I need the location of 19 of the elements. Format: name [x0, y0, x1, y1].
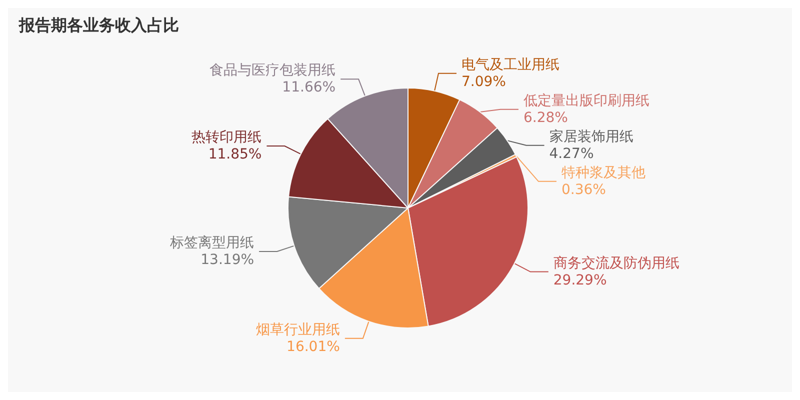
data-label: 4.27% [549, 146, 594, 162]
data-label: 13.19% [200, 252, 254, 268]
slice-label: 热转印用纸 [192, 130, 262, 146]
slice-label: 食品与医疗包装用纸 [210, 62, 336, 79]
slice-label: 电气及工业用纸 [461, 56, 560, 73]
slice-label: 标签离型用纸 [169, 235, 254, 252]
data-label: 16.01% [286, 338, 340, 355]
data-label: 6.28% [523, 110, 568, 126]
data-label: 0.36% [561, 182, 606, 198]
slice-label: 烟草行业用纸 [256, 322, 340, 338]
chart-title: 报告期各业务收入占比 [18, 16, 179, 34]
data-label: 11.66% [282, 80, 336, 96]
data-label: 7.09% [461, 74, 506, 90]
slice-label: 商务交流及防伪用纸 [553, 255, 680, 272]
slice-label: 家居装饰用纸 [549, 128, 634, 145]
data-label: 29.29% [553, 272, 607, 288]
slice-label: 特种浆及其他 [561, 164, 646, 181]
slice-label: 低定量出版印刷用纸 [523, 92, 650, 109]
data-label: 11.85% [208, 146, 262, 163]
